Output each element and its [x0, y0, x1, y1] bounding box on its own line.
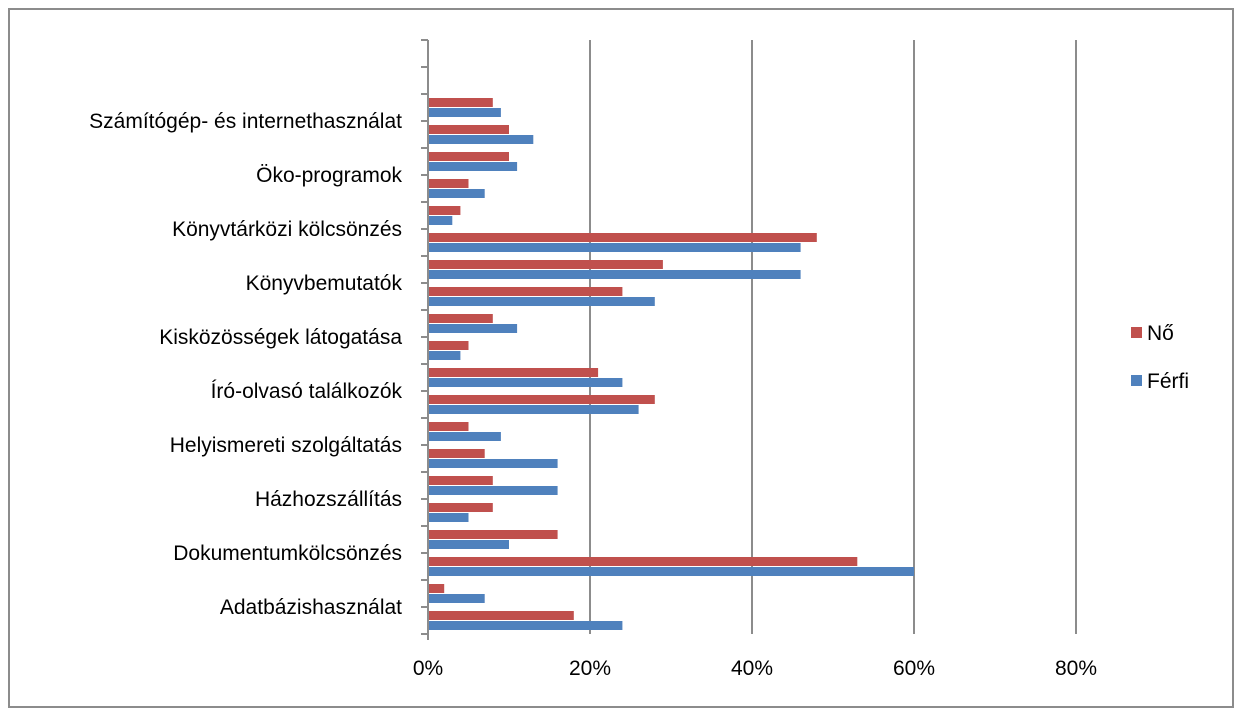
bar-ferfi — [428, 270, 801, 279]
bar-ferfi — [428, 513, 469, 522]
bar-ferfi — [428, 567, 914, 576]
bar-no — [428, 125, 509, 134]
x-tick-labels: 0% 20% 40% 60% 80% — [413, 657, 1097, 680]
bar-no — [428, 341, 469, 350]
bar-chart: 0% 20% 40% 60% 80% Adatbázishasználat Dokumen… — [89, 39, 1189, 680]
category-label: Könyvtárközi kölcsönzés — [172, 218, 402, 241]
category-axis — [421, 39, 429, 640]
x-tick-label: 0% — [413, 657, 443, 680]
x-tick-label: 60% — [893, 657, 935, 680]
category-label: Öko-programok — [256, 164, 402, 187]
category-label: Adatbázishasználat — [220, 596, 402, 619]
x-tick-label: 20% — [569, 657, 611, 680]
bar-no — [428, 395, 655, 404]
bar-ferfi — [428, 243, 801, 252]
bar-no — [428, 584, 445, 593]
category-label: Könyvbemutatók — [246, 272, 403, 295]
bar-no — [428, 476, 493, 485]
category-label: Kisközösségek látogatása — [159, 326, 402, 349]
bar-ferfi — [428, 378, 623, 387]
bar-ferfi — [428, 216, 453, 225]
bar-ferfi — [428, 108, 501, 117]
legend-swatch-no — [1131, 327, 1142, 338]
bar-ferfi — [428, 540, 509, 549]
legend-label: Nő — [1147, 322, 1174, 345]
bar-no — [428, 449, 485, 458]
x-tick-label: 80% — [1055, 657, 1097, 680]
bar-no — [428, 314, 493, 323]
bar-ferfi — [428, 324, 518, 333]
category-label: Helyismereti szolgáltatás — [170, 434, 402, 457]
bar-ferfi — [428, 351, 461, 360]
category-label: Dokumentumkölcsönzés — [173, 542, 402, 565]
bar-ferfi — [428, 162, 518, 171]
bar-no — [428, 206, 461, 215]
legend-label: Férfi — [1147, 370, 1189, 393]
bar-no — [428, 368, 599, 377]
bars — [428, 98, 914, 630]
bar-no — [428, 260, 663, 269]
bar-ferfi — [428, 432, 501, 441]
bar-no — [428, 611, 574, 620]
bar-ferfi — [428, 486, 558, 495]
bar-ferfi — [428, 594, 485, 603]
bar-no — [428, 233, 817, 242]
bar-no — [428, 152, 509, 161]
bar-ferfi — [428, 189, 485, 198]
bar-ferfi — [428, 621, 623, 630]
category-label: Író-olvasó találkozók — [211, 380, 403, 403]
bar-ferfi — [428, 135, 534, 144]
bar-no — [428, 179, 469, 188]
bar-no — [428, 422, 469, 431]
bar-ferfi — [428, 405, 639, 414]
category-label: Házhozszállítás — [255, 488, 402, 511]
bar-ferfi — [428, 297, 655, 306]
bar-ferfi — [428, 459, 558, 468]
bar-no — [428, 287, 623, 296]
bar-no — [428, 98, 493, 107]
x-tick-label: 40% — [731, 657, 773, 680]
legend: Nő Férfi — [1131, 322, 1189, 393]
bar-no — [428, 557, 858, 566]
bar-no — [428, 503, 493, 512]
gridlines — [589, 40, 1077, 634]
category-label: Számítógép- és internethasználat — [89, 110, 402, 133]
bar-no — [428, 530, 558, 539]
legend-swatch-ferfi — [1131, 375, 1142, 386]
category-labels: Adatbázishasználat Dokumentumkölcsönzés Há… — [89, 110, 402, 619]
